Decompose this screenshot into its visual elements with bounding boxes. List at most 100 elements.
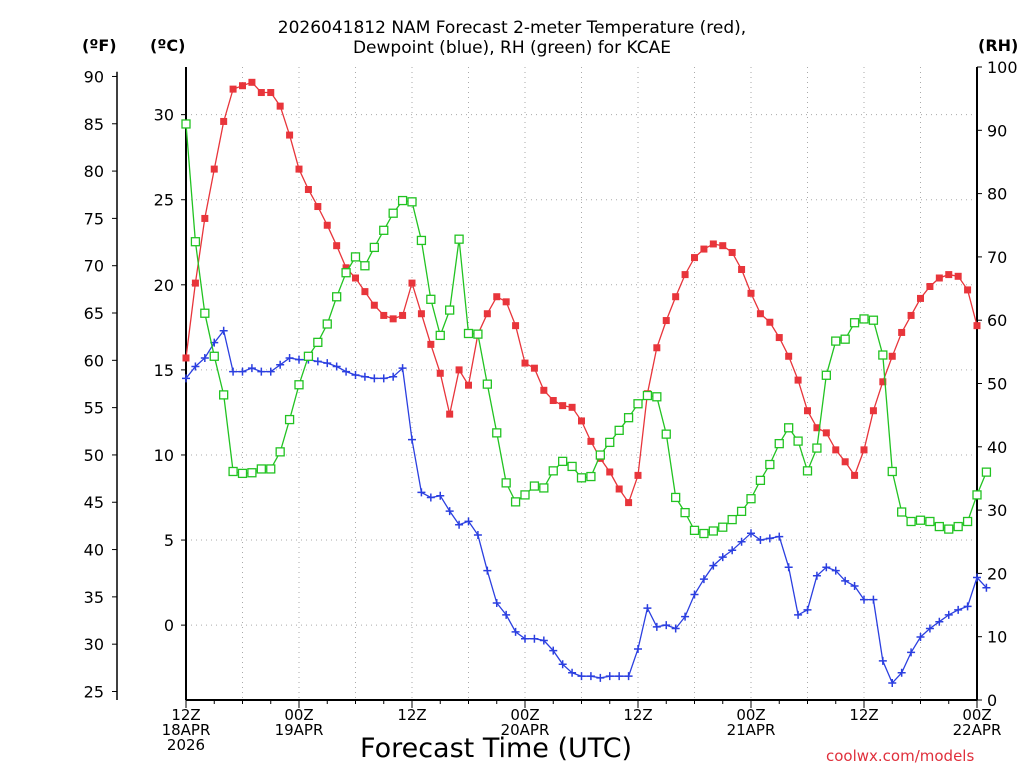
dewpoint-point <box>634 644 642 653</box>
rh-tick-label: 60 <box>987 311 1007 330</box>
dewpoint-point <box>954 605 963 614</box>
x-tick-label-line: 12Z <box>623 706 653 724</box>
rh-point <box>473 329 483 339</box>
fahrenheit-tick-label: 65 <box>84 304 104 323</box>
dewpoint-point <box>247 364 256 373</box>
rh-point <box>520 490 530 500</box>
rh-tick-label: 100 <box>987 58 1018 77</box>
temperature-point <box>267 89 275 97</box>
dewpoint-point <box>652 622 661 631</box>
dewpoint-point <box>794 610 803 619</box>
dewpoint-point <box>850 581 859 590</box>
rh-tick-label: 40 <box>987 438 1007 457</box>
x-tick-label: 12Z <box>598 708 678 723</box>
temperature-point <box>822 429 830 437</box>
rh-tick-label: 10 <box>987 628 1007 647</box>
dewpoint-point <box>586 672 595 681</box>
dewpoint-point <box>756 536 765 545</box>
rh-point <box>708 526 718 536</box>
temperature-point <box>182 354 190 362</box>
rh-point <box>755 475 766 485</box>
temperature-point <box>502 298 510 306</box>
x-tick-label: 00Z 22APR <box>937 708 1017 738</box>
rh-point <box>849 318 860 328</box>
temperature-point <box>606 468 614 476</box>
rh-point <box>294 380 304 390</box>
rh-point <box>981 467 992 477</box>
temperature-point <box>370 301 378 309</box>
rh-point <box>859 314 869 324</box>
temperature-point <box>738 265 746 273</box>
dewpoint-point <box>718 553 727 562</box>
temperature-point <box>747 289 755 297</box>
rh-point <box>463 328 474 339</box>
rh-point <box>181 119 191 129</box>
rh-point <box>482 379 492 389</box>
rh-point <box>652 392 662 402</box>
rh-point <box>736 506 747 517</box>
temperature-point <box>352 274 359 282</box>
temperature-point <box>559 402 567 410</box>
temperature-point <box>323 221 331 229</box>
rh-point <box>868 315 879 325</box>
dewpoint-point <box>624 672 633 681</box>
rh-point <box>228 466 238 477</box>
rh-point <box>642 390 653 401</box>
temperature-point <box>248 78 256 86</box>
x-tick-label: 12Z <box>372 708 452 723</box>
rh-point <box>407 197 417 207</box>
dewpoint-point <box>332 362 341 371</box>
fahrenheit-tick-label: 85 <box>84 115 104 134</box>
temperature-point <box>832 446 840 454</box>
x-tick-label-line: 12Z <box>849 706 879 724</box>
temperature-point <box>239 82 246 90</box>
temperature-point <box>681 271 689 279</box>
rh-point <box>765 459 775 470</box>
temperature-point <box>964 286 972 294</box>
temperature-point <box>625 499 633 507</box>
rh-point <box>284 414 295 425</box>
temperature-point <box>860 446 868 454</box>
dewpoint-point <box>888 678 897 687</box>
dewpoint-point <box>276 360 285 369</box>
rh-point <box>699 528 709 539</box>
fahrenheit-tick-label: 40 <box>84 541 104 560</box>
celsius-tick-label: 30 <box>154 106 174 125</box>
rh-point <box>595 450 605 460</box>
dewpoint-point <box>398 364 407 373</box>
dewpoint-point <box>671 624 680 633</box>
dewpoint-point <box>549 646 558 655</box>
temperature-point <box>455 366 463 374</box>
x-tick-label-line: 21APR <box>726 721 776 739</box>
rh-point <box>962 516 973 527</box>
x-tick-label-line: 22APR <box>952 721 1002 739</box>
dewpoint-point <box>191 362 200 371</box>
rh-tick-label: 50 <box>987 375 1007 394</box>
temperature-point <box>804 407 811 415</box>
temperature-point <box>945 271 953 279</box>
x-tick-label: 00Z 21APR <box>711 708 791 738</box>
celsius-tick-label: 25 <box>154 191 174 210</box>
dewpoint-point <box>313 357 322 366</box>
dewpoint-point <box>257 367 266 376</box>
temperature-point <box>540 386 548 394</box>
dewpoint-point <box>295 355 303 364</box>
rh-point <box>275 447 285 457</box>
dewpoint-point <box>464 517 473 526</box>
temperature-point <box>512 322 520 330</box>
temperature-point <box>615 485 623 493</box>
temperature-point <box>436 369 444 377</box>
rh-point <box>200 308 210 318</box>
x-tick-label: 12Z 18APR 2026 <box>146 708 226 753</box>
temperature-point <box>766 318 774 326</box>
rh-point <box>840 334 850 344</box>
temperature-point <box>342 264 350 272</box>
temperature-point <box>813 424 821 432</box>
dewpoint-point <box>360 372 369 381</box>
dewpoint-point <box>426 493 435 502</box>
rh-point <box>623 413 634 423</box>
rh-axis-unit: (RH) <box>978 36 1019 55</box>
temperature-point <box>794 376 802 384</box>
fahrenheit-tick-label: 90 <box>84 67 104 86</box>
